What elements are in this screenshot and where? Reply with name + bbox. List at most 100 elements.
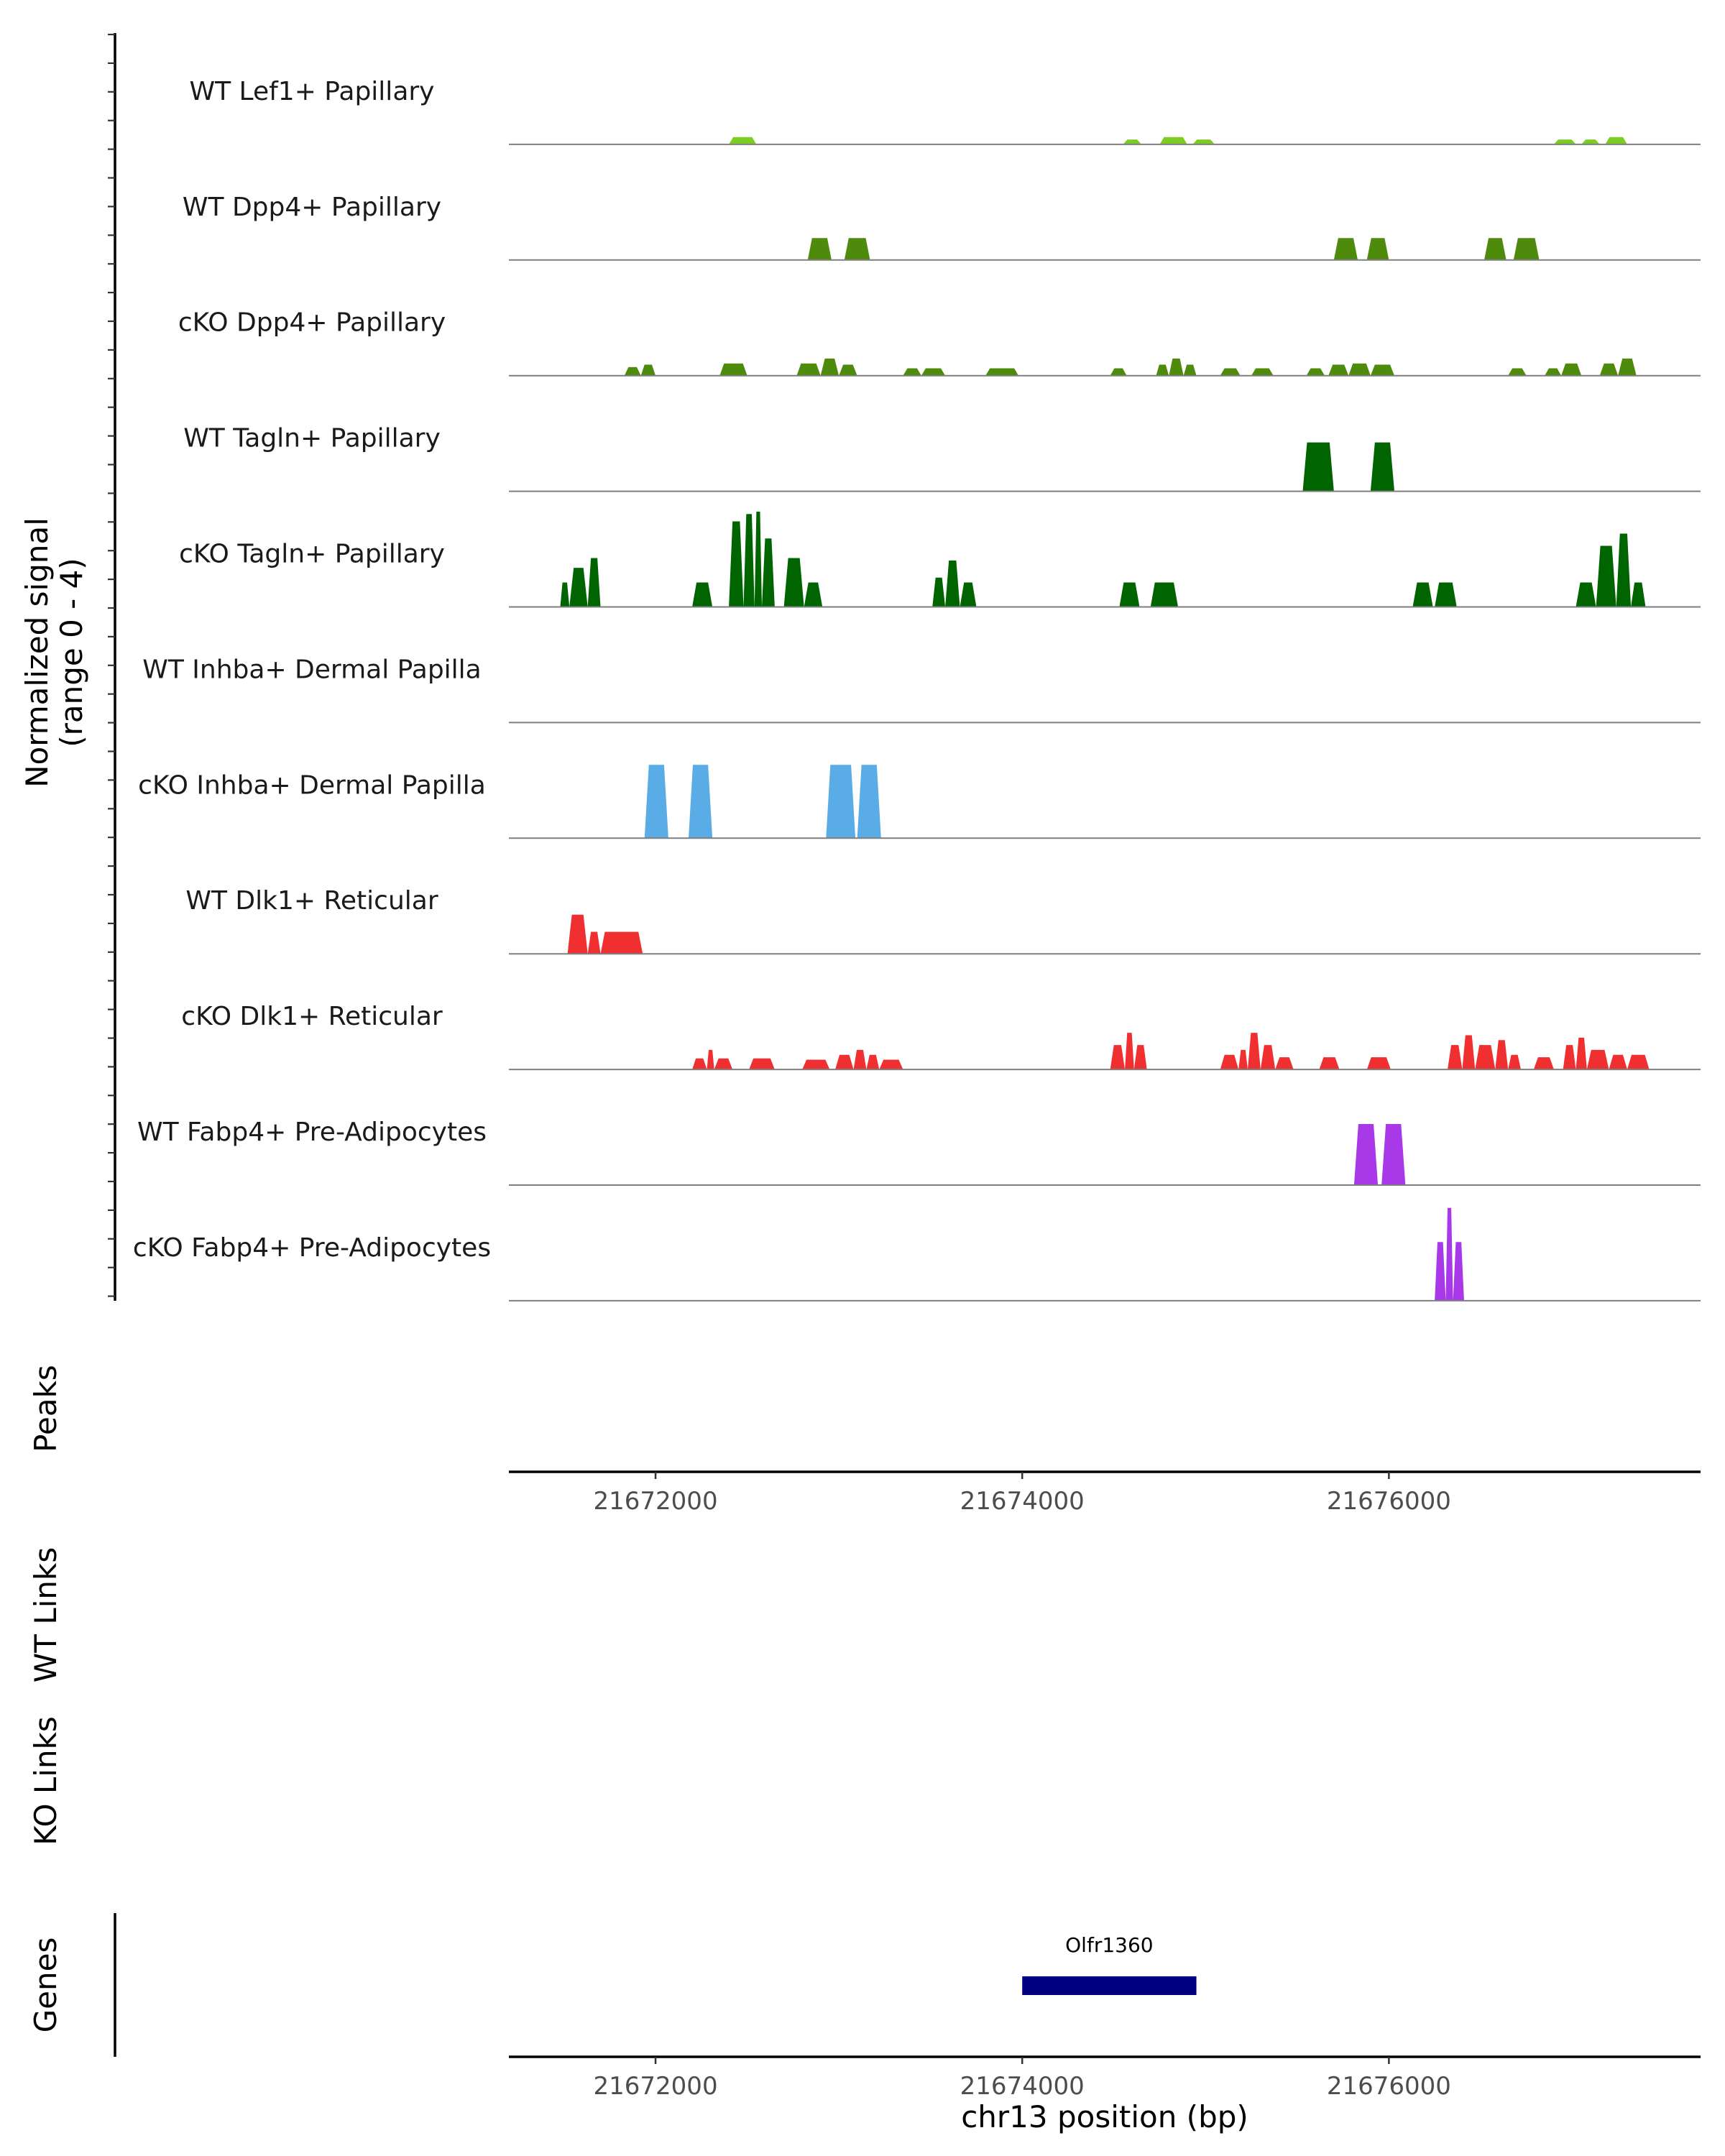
signal-peak (1453, 1242, 1464, 1301)
track-label-11: cKO Fabp4+ Pre-Adipocytes (133, 1233, 491, 1263)
signal-peak (1605, 137, 1627, 144)
signal-peak (1366, 1057, 1391, 1070)
signal-peak (1275, 1057, 1294, 1070)
x-tick-label: 21674000 (960, 1487, 1085, 1516)
signal-peak (1119, 582, 1140, 607)
x-tick-label: 21674000 (960, 2072, 1085, 2101)
signal-peak (719, 363, 748, 376)
signal-peak (796, 363, 821, 376)
track-label-5: cKO Tagln+ Papillary (179, 540, 445, 569)
signal-peak (1247, 1033, 1261, 1070)
signal-peak (743, 514, 755, 607)
signal-peak (1125, 1033, 1134, 1070)
x-axis-title: chr13 position (bp) (961, 2099, 1248, 2134)
track-label-9: cKO Dlk1+ Reticular (181, 1002, 443, 1031)
signal-peak (1447, 1045, 1463, 1070)
signal-peak (1251, 368, 1274, 376)
signal-peak (729, 137, 757, 144)
signal-peak (1484, 238, 1506, 260)
axes-layer: Normalized signal (range 0 - 4) Peaks WT… (19, 33, 1701, 2134)
signal-peak (1260, 1045, 1276, 1070)
track-label-3: cKO Dpp4+ Papillary (178, 308, 446, 338)
signal-peak (1513, 238, 1540, 260)
signal-peak (1150, 582, 1179, 607)
genes-track-title: Genes (28, 1938, 63, 2033)
signal-y-ticks (108, 33, 115, 1297)
signal-peak (783, 558, 804, 607)
signal-tracks: WT Lef1+ Papillary WT Dpp4+ Papillary cKO … (133, 77, 1701, 1302)
signal-peak (844, 238, 870, 260)
signal-peak (1183, 364, 1197, 376)
signal-peak (1627, 1054, 1650, 1070)
signal-peak (1192, 139, 1215, 144)
signal-peak (804, 582, 823, 607)
signal-peak (820, 358, 840, 376)
signal-peak (1561, 363, 1582, 376)
signal-peak (945, 560, 960, 607)
signal-peak (835, 1054, 854, 1070)
signal-peak (749, 1058, 775, 1070)
signal-peak (1159, 137, 1187, 144)
gene-label: Olfr1360 (1065, 1933, 1153, 1957)
signal-peak (1445, 1207, 1453, 1301)
signal-peak (1353, 1124, 1379, 1185)
signal-peak (1576, 582, 1596, 607)
track-label-10: WT Fabp4+ Pre-Adipocytes (137, 1118, 487, 1147)
signal-peak (1508, 368, 1527, 376)
signal-peak (1508, 1054, 1522, 1070)
signal-peak (762, 538, 775, 607)
ko-links-track-title: KO Links (28, 1716, 63, 1846)
signal-peak (1370, 442, 1395, 492)
signal-peak (560, 582, 570, 607)
signal-peak (1412, 582, 1433, 607)
signal-peak (1110, 368, 1127, 376)
signal-peak (1631, 582, 1646, 607)
signal-peak (1435, 582, 1457, 607)
signal-peak (624, 367, 641, 376)
x-tick-label: 21672000 (594, 2072, 718, 2101)
track-9: cKO Dlk1+ Reticular (181, 1002, 1701, 1071)
signal-peak (1586, 1049, 1609, 1070)
x-tick-label: 21672000 (594, 1487, 718, 1516)
track-5: cKO Tagln+ Papillary (179, 511, 1701, 608)
x-axis-ticks: 21672000 21674000 21676000 21672000 21674000… (594, 1472, 1451, 2101)
signal-axis-title-line1: Normalized signal (19, 517, 55, 788)
signal-peak (587, 558, 601, 607)
signal-peak (1328, 364, 1349, 376)
signal-peak (802, 1059, 830, 1070)
track-4: WT Tagln+ Papillary (183, 424, 1701, 492)
signal-peak (569, 568, 588, 607)
gene-body (1022, 1976, 1197, 1995)
track-label-4: WT Tagln+ Papillary (183, 424, 441, 453)
signal-peak (1133, 1045, 1147, 1070)
track-11: cKO Fabp4+ Pre-Adipocytes (133, 1207, 1701, 1302)
signal-peak (866, 1054, 880, 1070)
signal-peak (1616, 533, 1632, 607)
signal-peak (1462, 1035, 1476, 1070)
signal-peak (567, 914, 588, 954)
signal-peak (1319, 1057, 1340, 1070)
signal-peak (1495, 1040, 1509, 1070)
track-7: cKO Inhba+ Dermal Papilla (138, 765, 1701, 839)
signal-peak (1381, 1124, 1406, 1185)
signal-peak (1618, 358, 1637, 376)
signal-peak (688, 765, 713, 839)
signal-peak (1545, 368, 1562, 376)
signal-peak (692, 582, 713, 607)
signal-peak (644, 765, 668, 839)
track-label-2: WT Dpp4+ Papillary (183, 193, 441, 222)
signal-peak (1435, 1242, 1446, 1301)
track-10: WT Fabp4+ Pre-Adipocytes (137, 1118, 1701, 1186)
track-3: cKO Dpp4+ Papillary (178, 308, 1701, 377)
signal-peak (857, 765, 881, 839)
signal-peak (1609, 1054, 1627, 1070)
signal-peak (1169, 358, 1184, 376)
track-6: WT Inhba+ Dermal Papilla (142, 655, 1701, 724)
signal-peak (1475, 1045, 1496, 1070)
signal-peak (853, 1049, 867, 1070)
signal-peak (587, 931, 601, 954)
signal-peak (729, 521, 744, 607)
signal-peak (1220, 368, 1241, 376)
signal-peak (1156, 364, 1169, 376)
signal-peak (903, 368, 921, 376)
